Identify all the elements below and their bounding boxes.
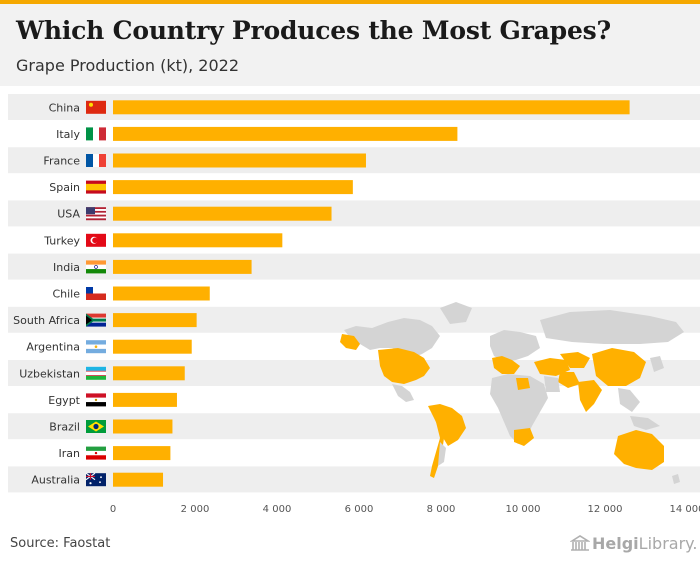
flags	[85, 100, 106, 487]
x-tick-label: 14 000	[670, 504, 700, 515]
x-tick-label: 6 000	[345, 504, 374, 515]
category-label: USA	[57, 208, 80, 221]
x-tick-label: 2 000	[181, 504, 210, 515]
bar-italy	[113, 126, 458, 141]
x-tick-label: 4 000	[263, 504, 292, 515]
bar-india	[113, 259, 252, 274]
row-band	[8, 466, 700, 493]
flag-chile-icon	[86, 287, 106, 300]
bar-chart: China Italy France Spain USA Turkey India Chile…	[8, 94, 700, 515]
flag-brazil-icon	[86, 420, 106, 433]
category-label: Uzbekistan	[19, 367, 80, 380]
x-tick-label: 8 000	[427, 504, 456, 515]
world-map-icon	[340, 302, 684, 484]
category-label: Argentina	[26, 341, 80, 354]
chart-subtitle: Grape Production (kt), 2022	[16, 56, 239, 75]
chart-title: Which Country Produces the Most Grapes?	[16, 16, 611, 45]
category-label: Spain	[49, 181, 80, 194]
bar-spain	[113, 180, 353, 195]
bar-uzbekistan	[113, 366, 185, 381]
category-label: Egypt	[48, 394, 80, 407]
bar-australia	[113, 472, 164, 487]
flag-spain-icon	[86, 180, 106, 194]
x-tick-label: 10 000	[506, 504, 541, 515]
row-band	[8, 253, 700, 280]
category-label: Australia	[31, 474, 80, 487]
bar-iran	[113, 446, 171, 461]
brand-logo: HelgiLibrary.	[569, 534, 698, 555]
category-label: France	[43, 155, 80, 168]
category-labels: China Italy France Spain USA Turkey India Chile…	[13, 101, 81, 486]
flag-australia-icon	[85, 472, 106, 487]
flag-egypt-icon	[86, 393, 106, 407]
bar-turkey	[113, 233, 283, 248]
category-label: South Africa	[13, 314, 80, 327]
row-band	[8, 413, 700, 440]
brand-suffix: Library.	[638, 534, 698, 553]
bar-france	[113, 153, 366, 168]
source-note: Source: Faostat	[10, 536, 111, 551]
flag-turkey-icon	[86, 233, 106, 247]
flag-argentina-icon	[86, 340, 106, 354]
chart-header: Which Country Produces the Most Grapes? …	[0, 4, 700, 86]
flag-usa-icon	[86, 207, 106, 221]
top-accent-bar	[0, 0, 700, 4]
category-label: Italy	[56, 128, 80, 141]
category-label: India	[53, 261, 80, 274]
category-label: Iran	[59, 447, 81, 460]
x-axis: 0 2 000 4 000 6 000 8 000 10 000 12 000 14 000	[110, 504, 700, 515]
flag-iran-icon	[86, 446, 106, 460]
bar-argentina	[113, 339, 192, 354]
bar-brazil	[113, 419, 173, 434]
bar-egypt	[113, 392, 177, 407]
flag-india-icon	[86, 260, 106, 274]
category-label: Chile	[52, 288, 80, 301]
flag-uzbekistan-icon	[86, 366, 106, 380]
bar-china	[113, 100, 630, 115]
category-label: China	[49, 101, 80, 114]
x-tick-label: 0	[110, 504, 116, 515]
flag-france-icon	[86, 154, 106, 167]
row-band	[8, 200, 700, 227]
flag-china-icon	[86, 100, 106, 114]
bar-south-africa	[113, 313, 197, 328]
category-label: Brazil	[49, 421, 80, 434]
brand-name: Helgi	[592, 534, 639, 553]
flag-italy-icon	[86, 127, 106, 141]
flag-south-africa-icon	[86, 313, 106, 327]
category-label: Turkey	[43, 234, 80, 247]
bar-chile	[113, 286, 210, 301]
bar-usa	[113, 206, 332, 221]
bars	[113, 100, 630, 487]
building-icon	[569, 535, 591, 555]
x-tick-label: 12 000	[588, 504, 623, 515]
